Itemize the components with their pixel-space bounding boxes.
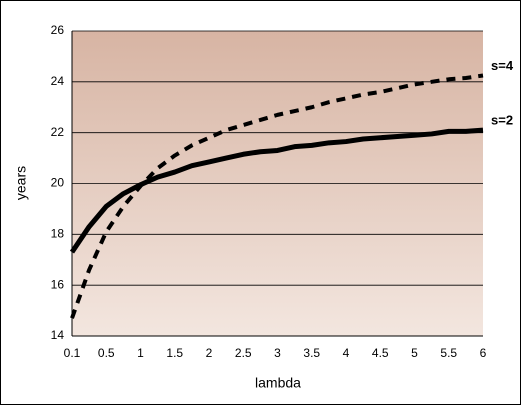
x-tick-label: 1 bbox=[137, 346, 144, 360]
x-axis-title: lambda bbox=[255, 375, 301, 391]
x-tick-label: 0.5 bbox=[98, 346, 115, 360]
x-tick-label: 3 bbox=[274, 346, 281, 360]
x-tick-label: 0.1 bbox=[64, 346, 81, 360]
x-tick-label: 1.5 bbox=[166, 346, 183, 360]
x-tick-label: 5.5 bbox=[440, 346, 457, 360]
x-tick-label: 3.5 bbox=[303, 346, 320, 360]
y-tick-label: 24 bbox=[51, 74, 65, 88]
y-axis-title: years bbox=[13, 166, 29, 200]
x-tick-label: 2 bbox=[206, 346, 213, 360]
x-tick-label: 4.5 bbox=[372, 346, 389, 360]
x-tick-label: 2.5 bbox=[235, 346, 252, 360]
series-label: s=2 bbox=[491, 113, 513, 128]
y-tick-label: 14 bbox=[51, 328, 65, 342]
y-tick-label: 18 bbox=[51, 227, 65, 241]
series-line bbox=[69, 127, 484, 254]
x-tick-label: 6 bbox=[480, 346, 487, 360]
x-tick-label: 4 bbox=[343, 346, 350, 360]
x-tick-label: 5 bbox=[411, 346, 418, 360]
series-label: s=4 bbox=[491, 58, 514, 73]
y-tick-label: 22 bbox=[51, 125, 65, 139]
y-tick-label: 16 bbox=[51, 277, 65, 291]
y-tick-label: 26 bbox=[51, 23, 65, 37]
y-tick-label: 20 bbox=[51, 176, 65, 190]
